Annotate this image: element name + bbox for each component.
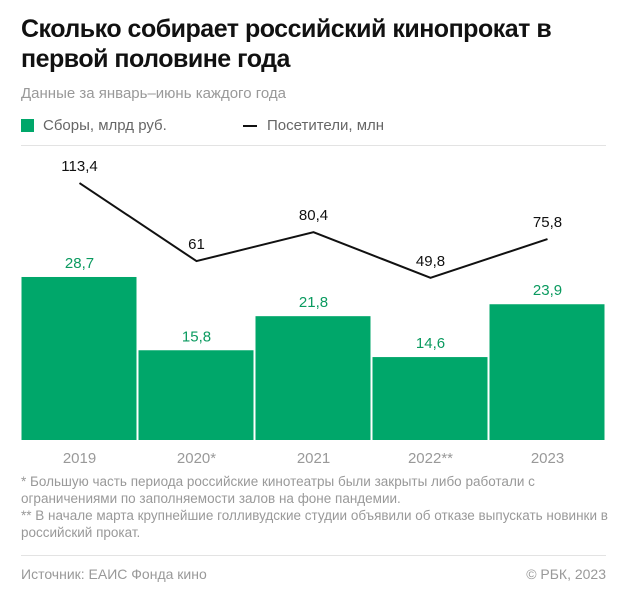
divider-bottom: [21, 555, 606, 556]
x-tick-label: 2022**: [408, 450, 453, 467]
x-tick-label: 2019: [63, 450, 96, 467]
bar-2020*: [138, 350, 254, 440]
bar-label: 14,6: [416, 335, 445, 352]
bar-label: 23,9: [533, 282, 562, 299]
bar-2022**: [372, 357, 488, 440]
legend-swatch-line: [243, 124, 257, 127]
legend-item-line: Посетители, млн: [243, 117, 384, 134]
footnote-2: ** В начале марта крупнейшие голливудски…: [21, 508, 608, 540]
line-label: 49,8: [416, 253, 445, 270]
chart-subtitle: Данные за январь–июнь каждого года: [21, 85, 286, 102]
source: Источник: ЕАИС Фонда кино: [21, 566, 207, 582]
legend-item-bar: Сборы, млрд руб.: [21, 117, 167, 134]
x-tick-label: 2023: [531, 450, 564, 467]
line-label: 80,4: [299, 207, 328, 224]
bar-label: 15,8: [182, 328, 211, 345]
footnotes: * Большую часть периода российские кинот…: [21, 473, 621, 541]
footnote-1: * Большую часть периода российские кинот…: [21, 474, 535, 506]
copyright: © РБК, 2023: [526, 566, 606, 582]
bar-2023: [489, 304, 605, 440]
bar-2021: [255, 316, 371, 440]
x-tick-label: 2021: [297, 450, 330, 467]
visitors-line: [78, 182, 548, 279]
bar-label: 21,8: [299, 294, 328, 311]
line-label: 75,8: [533, 214, 562, 231]
plot-area: 28,7 2019 15,8 2020* 21,8 2021 14,6 2022** 23,9 2…: [21, 158, 605, 467]
legend-swatch-bar: [21, 119, 34, 132]
bar-label: 28,7: [65, 255, 94, 272]
legend-label-bar: Сборы, млрд руб.: [43, 117, 167, 134]
chart-title: Сколько собирает российский кинопрокат в…: [21, 15, 552, 73]
x-tick-label: 2020*: [177, 450, 216, 467]
legend-label-line: Посетители, млн: [267, 117, 385, 134]
line-label: 113,4: [61, 158, 97, 175]
bar-2019: [21, 276, 137, 440]
divider-top: [21, 145, 606, 146]
line-label: 61: [188, 236, 205, 253]
